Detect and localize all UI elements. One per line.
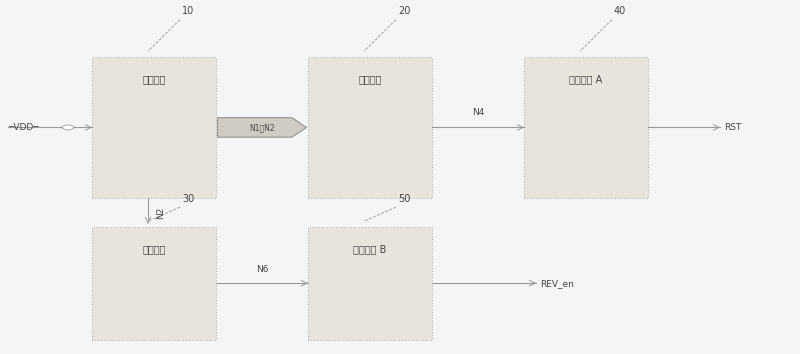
Text: 50: 50 (398, 194, 410, 204)
Text: N6: N6 (256, 266, 268, 274)
Text: ─VDD─: ─VDD─ (8, 123, 38, 132)
FancyBboxPatch shape (308, 227, 432, 340)
Text: REV_en: REV_en (540, 279, 574, 288)
Circle shape (62, 125, 74, 130)
FancyBboxPatch shape (92, 57, 216, 198)
Text: 40: 40 (614, 6, 626, 16)
Polygon shape (218, 118, 306, 137)
FancyBboxPatch shape (308, 57, 432, 198)
Text: 10: 10 (182, 6, 194, 16)
FancyBboxPatch shape (524, 57, 648, 198)
Text: RST: RST (724, 123, 742, 132)
Text: 20: 20 (398, 6, 410, 16)
Text: N4: N4 (472, 108, 484, 117)
Text: 电压整形 A: 电压整形 A (570, 74, 602, 84)
Text: 电压整形 B: 电压整形 B (354, 244, 386, 254)
Text: 延迟输出: 延迟输出 (358, 74, 382, 84)
Text: N1，N2: N1，N2 (249, 123, 275, 132)
Text: 电压放大: 电压放大 (142, 244, 166, 254)
Text: 电压检测: 电压检测 (142, 74, 166, 84)
FancyBboxPatch shape (92, 227, 216, 340)
Text: N2: N2 (156, 206, 165, 218)
Text: 30: 30 (182, 194, 194, 204)
